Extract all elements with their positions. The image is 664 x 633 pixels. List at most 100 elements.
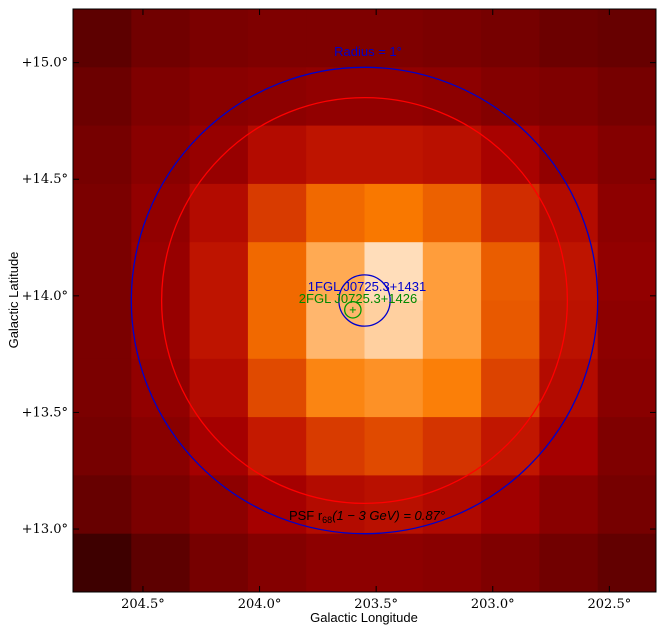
psf-circle [160,96,569,505]
overlay-layer [130,66,599,535]
heatmap-cell-2-0 [73,125,132,185]
2fgl-position-marker [349,306,356,313]
heatmap-cell-4-6 [422,242,482,302]
heatmap-cell-0-5 [364,9,424,68]
heatmap-cell-1-8 [539,67,599,127]
heatmap-cell-3-8 [539,183,599,243]
heatmap-cell-8-2 [189,475,249,535]
y-axis-label: Galactic Latitude [6,252,21,349]
heatmap-cell-1-5 [364,67,424,127]
heatmap-cell-6-9 [597,358,656,418]
x-axis-label: Galactic Longitude [310,610,418,625]
counts-map-heatmap [73,9,656,592]
heatmap-cell-6-3 [247,358,307,418]
heatmap-cell-2-7 [481,125,540,185]
y-tick-label-3: +13.5° [22,405,68,420]
heatmap-cell-7-8 [539,417,599,476]
axis-ticks: 204.5° 204.0° 203.5° 203.0° 202.5° +15.0° +14.… [22,9,656,612]
heatmap-cell-6-2 [189,358,249,418]
heatmap-cell-6-0 [73,358,132,418]
heatmap-cell-8-1 [131,475,191,535]
heatmap-cell-4-0 [73,242,132,302]
heatmap-cell-6-4 [306,358,366,418]
plot-frame [72,8,657,593]
heatmap-cell-5-6 [422,300,482,360]
psf-label-suffix: (1 − 3 GeV) = 0.87° [332,508,445,523]
heatmap-cell-8-9 [597,475,656,535]
psf-label-subscript: 68 [322,515,332,525]
psf-label: PSF r68(1 − 3 GeV) = 0.87° [289,508,445,525]
heatmap-cell-9-2 [189,533,249,592]
heatmap-cell-1-2 [189,67,249,127]
heatmap-cell-3-9 [597,183,656,243]
x-tick-label-3: 203.0° [471,597,515,612]
heatmap-cell-9-5 [364,533,424,592]
heatmap-cell-6-7 [481,358,540,418]
heatmap-cell-9-7 [481,533,540,592]
heatmap-cell-4-1 [131,242,191,302]
heatmap-cell-3-4 [306,183,366,243]
x-tick-label-2: 203.5° [354,597,398,612]
heatmap-cell-4-4 [306,242,366,302]
heatmap-cell-5-1 [131,300,191,360]
heatmap-cell-3-2 [189,183,249,243]
heatmap-cell-5-0 [73,300,132,360]
heatmap-cell-0-3 [247,9,307,68]
heatmap-cell-7-0 [73,417,132,476]
heatmap-cell-0-6 [422,9,482,68]
heatmap-cell-2-1 [131,125,191,185]
radius-label: Radius = 1° [334,44,402,59]
heatmap-cell-0-9 [597,9,656,68]
y-tick-label-0: +15.0° [22,56,68,71]
heatmap-cell-5-2 [189,300,249,360]
heatmap-cell-9-4 [306,533,366,592]
heatmap-cell-4-7 [481,242,540,302]
heatmap-cell-7-1 [131,417,191,476]
heatmap-cell-7-7 [481,417,540,476]
heatmap-cell-8-8 [539,475,599,535]
heatmap-cell-9-1 [131,533,191,592]
heatmap-cell-4-5 [364,242,424,302]
heatmap-cell-3-3 [247,183,307,243]
heatmap-cell-1-4 [306,67,366,127]
heatmap-cell-2-5 [364,125,424,185]
heatmap-cell-3-0 [73,183,132,243]
heatmap-cell-1-0 [73,67,132,127]
heatmap-cell-0-4 [306,9,366,68]
heatmap-cell-4-3 [247,242,307,302]
heatmap-cell-2-2 [189,125,249,185]
heatmap-cell-1-9 [597,67,656,127]
heatmap-cell-6-5 [364,358,424,418]
heatmap-cell-2-4 [306,125,366,185]
y-tick-label-4: +13.0° [22,522,68,537]
heatmap-cell-0-2 [189,9,249,68]
heatmap-cell-9-0 [73,533,132,592]
heatmap-cell-9-3 [247,533,307,592]
heatmap-cell-4-9 [597,242,656,302]
heatmap-cell-9-9 [597,533,656,592]
heatmap-cell-5-9 [597,300,656,360]
heatmap-cell-2-3 [247,125,307,185]
heatmap-cell-4-2 [189,242,249,302]
y-tick-label-2: +14.0° [22,289,68,304]
2fgl-label: 2FGL J0725.3+1426 [299,291,417,306]
heatmap-cell-4-8 [539,242,599,302]
1fgl-label: 1FGL J0725.3+1431 [308,279,426,294]
heatmap-cell-8-6 [422,475,482,535]
heatmap-cell-9-6 [422,533,482,592]
heatmap-cell-7-2 [189,417,249,476]
heatmap-cell-8-7 [481,475,540,535]
heatmap-cell-5-8 [539,300,599,360]
heatmap-cell-8-0 [73,475,132,535]
heatmap-cell-7-9 [597,417,656,476]
heatmap-cell-5-4 [306,300,366,360]
heatmap-cell-2-9 [597,125,656,185]
heatmap-cell-6-8 [539,358,599,418]
heatmap-cell-5-3 [247,300,307,360]
heatmap-cell-0-8 [539,9,599,68]
psf-label-prefix: PSF r [289,508,323,523]
x-tick-label-1: 204.0° [238,597,282,612]
1fgl-circle [338,274,391,327]
heatmap-cell-5-5 [364,300,424,360]
